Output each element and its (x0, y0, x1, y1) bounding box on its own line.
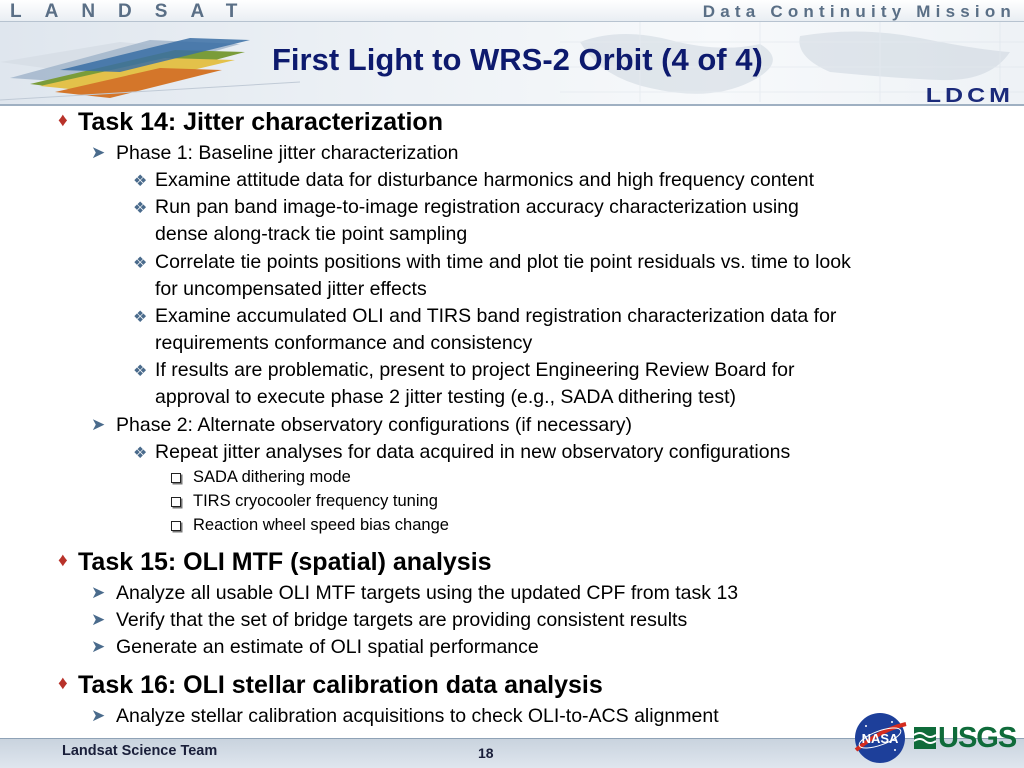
phase-1-bullet-3-cont: for uncompensated jitter effects (155, 278, 427, 300)
header-divider (0, 104, 1024, 106)
checkbox-bullet-icon (171, 497, 181, 507)
arrow-bullet-icon: ➤ (91, 415, 106, 434)
phase-1-bullet-5: ❖ If results are problematic, present to… (133, 359, 795, 381)
phase-2-sub-2: TIRS cryocooler frequency tuning (171, 492, 438, 511)
satellite-swath-art (0, 38, 300, 101)
phase-1-bullet-3: ❖ Correlate tie points positions with ti… (133, 251, 851, 273)
slide-header: LANDSAT Data Continuity Mission First Li… (0, 0, 1024, 104)
slide-title: First Light to WRS-2 Orbit (4 of 4) (272, 42, 763, 77)
phase-1-item: ➤ Phase 1: Baseline jitter characterizat… (91, 142, 459, 164)
task-16-bullet-1: ➤ Analyze stellar calibration acquisitio… (91, 705, 719, 727)
diamond-bullet-icon: ♦ (58, 550, 68, 571)
ldcm-logo: LDCM (925, 84, 1014, 104)
diamond-bullet-icon: ♦ (58, 673, 68, 694)
phase-1-bullet-4: ❖ Examine accumulated OLI and TIRS band … (133, 305, 837, 327)
checkbox-bullet-icon (171, 521, 181, 531)
phase-1-bullet-2: ❖ Run pan band image-to-image registrati… (133, 196, 799, 218)
page-number: 18 (478, 745, 494, 761)
star-bullet-icon: ❖ (133, 363, 148, 380)
phase-1-bullet-4-cont: requirements conformance and consistency (155, 332, 533, 354)
slide-footer: Landsat Science Team 18 (0, 738, 1024, 768)
arrow-bullet-icon: ➤ (91, 637, 106, 656)
task-15-bullet-1: ➤ Analyze all usable OLI MTF targets usi… (91, 582, 739, 604)
world-map-art (560, 22, 1024, 102)
footer-team-name: Landsat Science Team (62, 743, 218, 759)
task-15-heading: ♦ Task 15: OLI MTF (spatial) analysis (58, 548, 492, 576)
task-15-bullet-2: ➤ Verify that the set of bridge targets … (91, 609, 688, 631)
star-bullet-icon: ❖ (133, 309, 148, 326)
phase-2-sub-3: Reaction wheel speed bias change (171, 516, 449, 535)
task-16-heading: ♦ Task 16: OLI stellar calibration data … (58, 671, 603, 699)
star-bullet-icon: ❖ (133, 255, 148, 272)
usgs-wave-icon (914, 727, 936, 749)
arrow-bullet-icon: ➤ (91, 583, 106, 602)
star-bullet-icon: ❖ (133, 173, 148, 190)
task-15-bullet-3: ➤ Generate an estimate of OLI spatial pe… (91, 636, 539, 658)
mission-brand: Data Continuity Mission (702, 2, 1016, 21)
nasa-logo-text: NASA (862, 731, 899, 746)
star-bullet-icon: ❖ (133, 445, 148, 462)
phase-2-item: ➤ Phase 2: Alternate observatory configu… (91, 414, 632, 436)
header-strip: LANDSAT Data Continuity Mission (0, 0, 1024, 22)
task-14-heading: ♦ Task 14: Jitter characterization (58, 108, 443, 136)
diamond-bullet-icon: ♦ (58, 110, 68, 131)
phase-2-bullet-1: ❖ Repeat jitter analyses for data acquir… (133, 441, 791, 463)
checkbox-bullet-icon (171, 473, 181, 483)
arrow-bullet-icon: ➤ (91, 706, 106, 725)
star-bullet-icon: ❖ (133, 200, 148, 217)
arrow-bullet-icon: ➤ (91, 143, 106, 162)
arrow-bullet-icon: ➤ (91, 610, 106, 629)
phase-2-sub-1: SADA dithering mode (171, 468, 351, 487)
nasa-logo-icon: NASA (854, 713, 907, 763)
phase-1-bullet-1: ❖ Examine attitude data for disturbance … (133, 169, 815, 191)
phase-1-bullet-2-cont: dense along-track tie point sampling (155, 223, 468, 245)
landsat-brand: LANDSAT (10, 1, 261, 22)
phase-1-bullet-5-cont: approval to execute phase 2 jitter testi… (155, 386, 736, 408)
usgs-logo: USGS (938, 722, 1017, 754)
